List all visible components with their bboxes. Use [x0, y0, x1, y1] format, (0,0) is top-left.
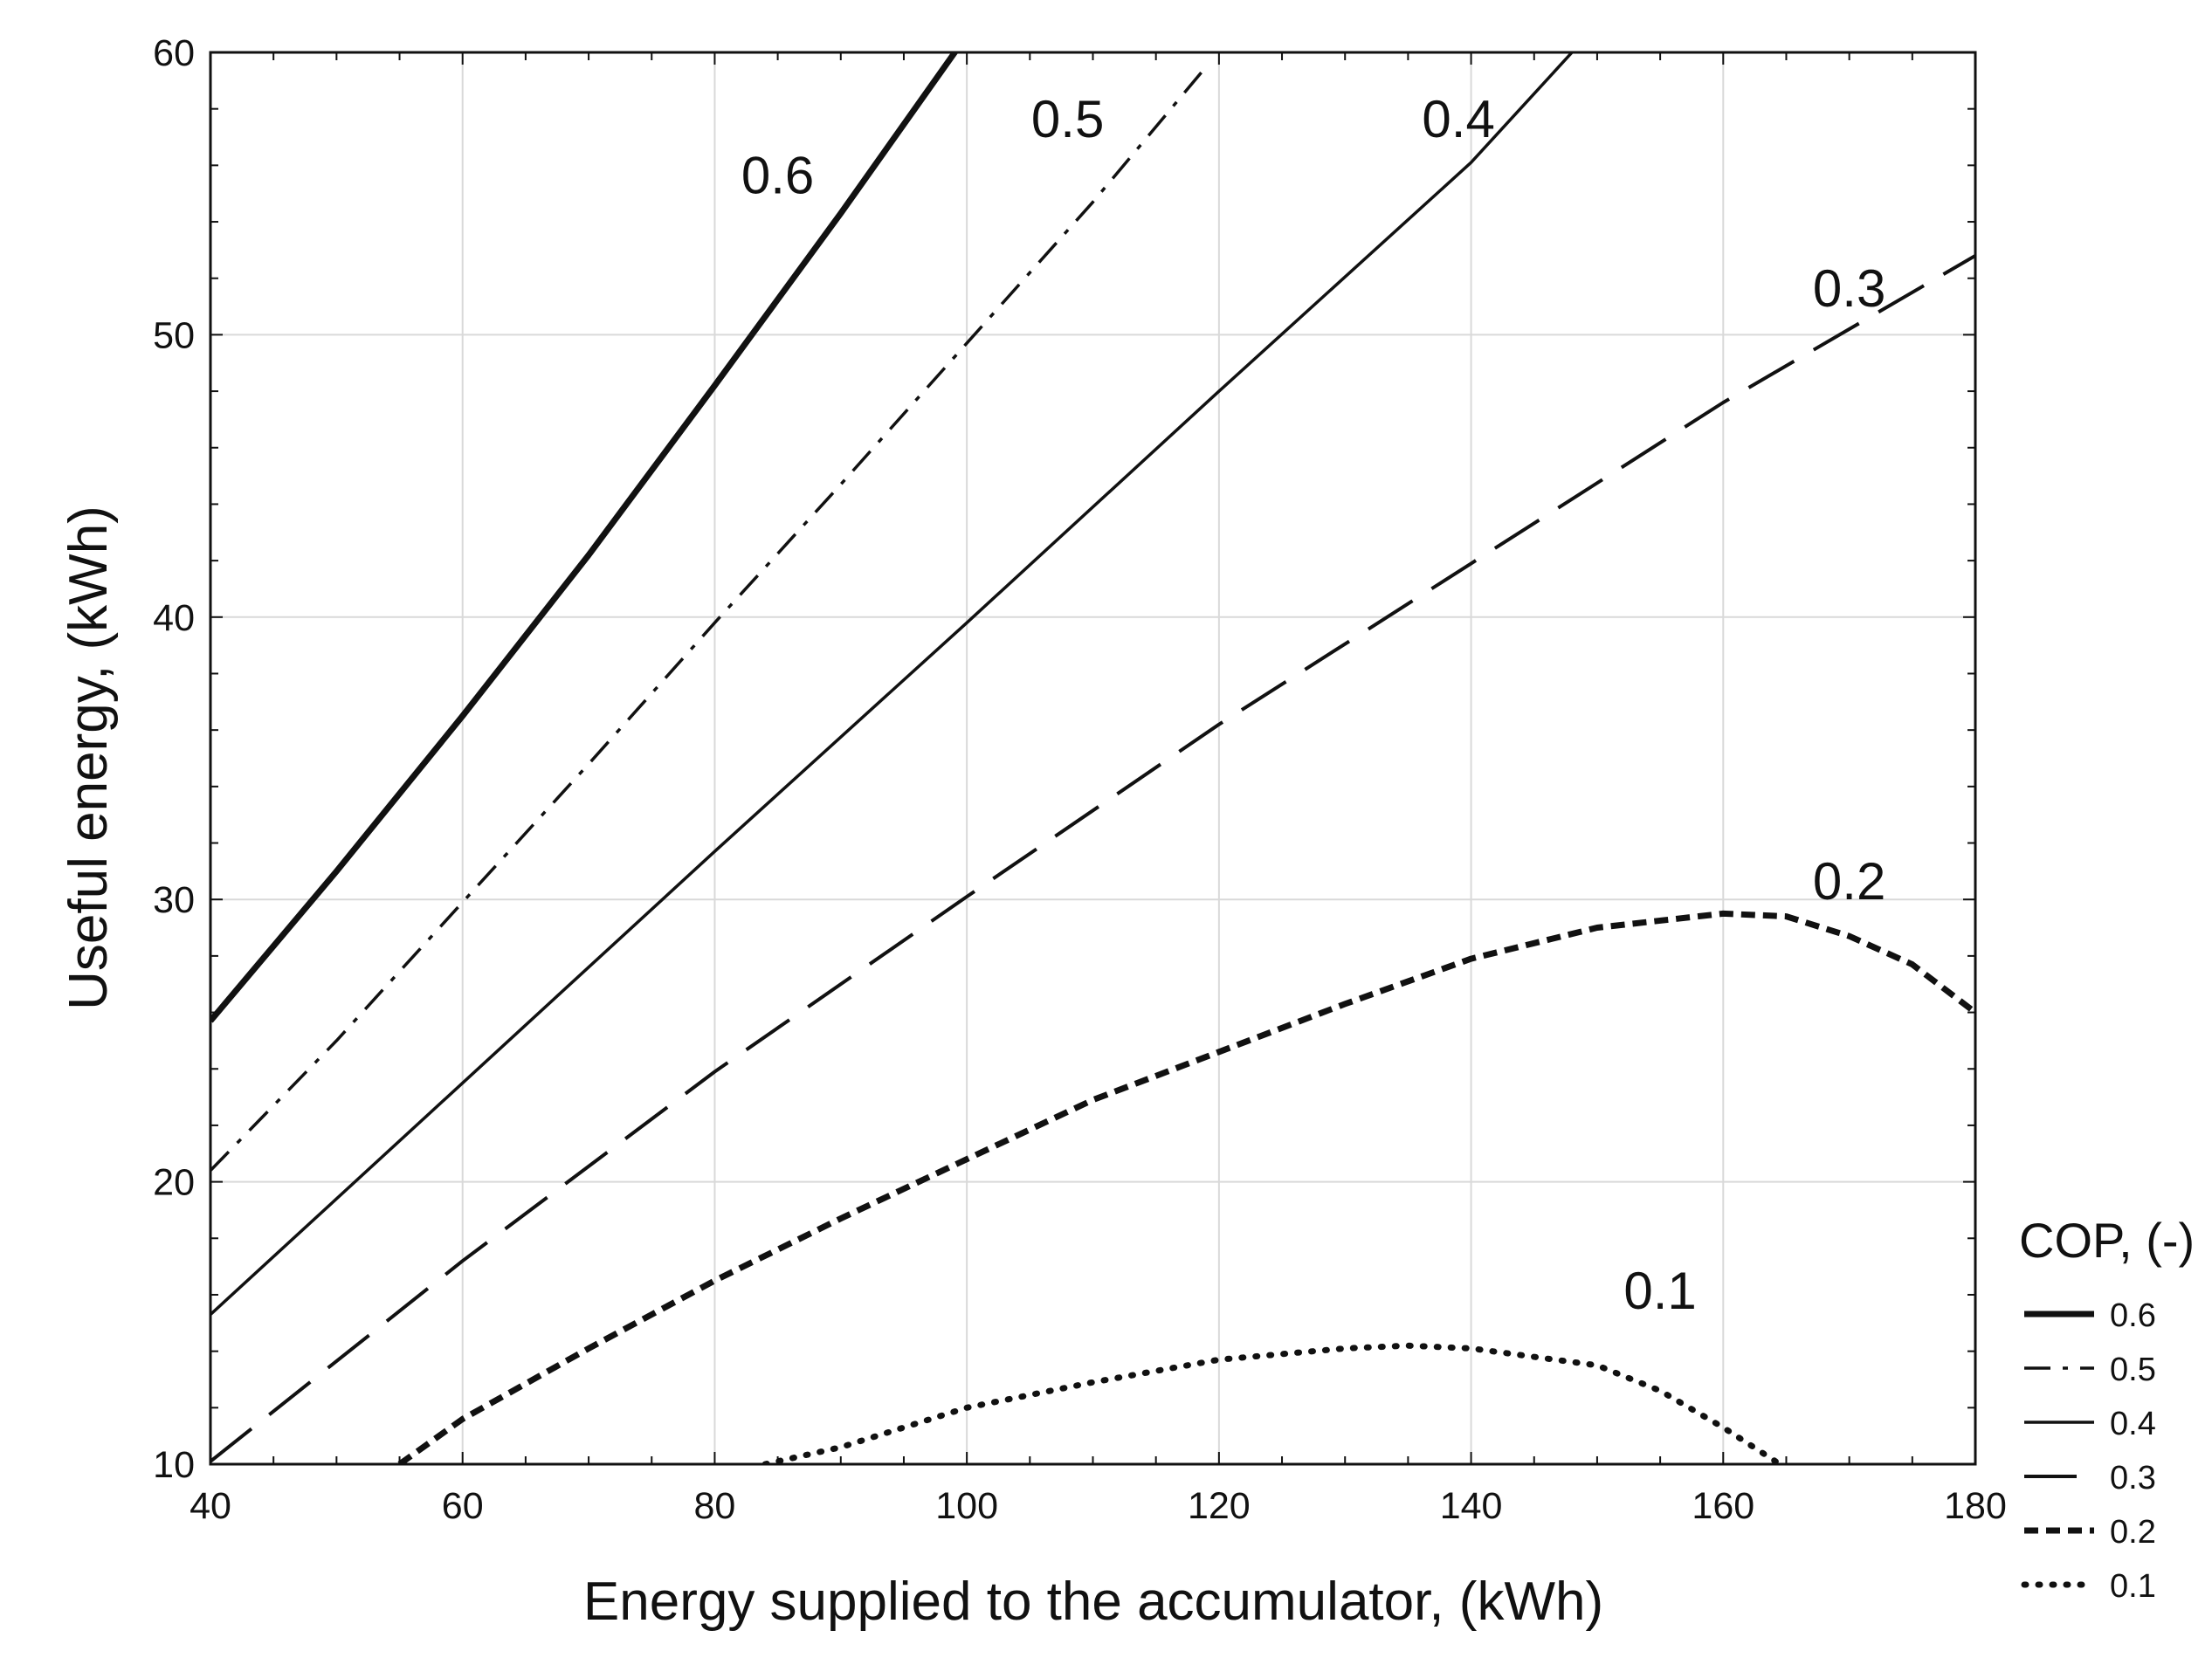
legend-label-cop-0.2: 0.2	[2110, 1514, 2156, 1551]
series-line-cop-0.6	[210, 52, 959, 1023]
legend-label-cop-0.6: 0.6	[2110, 1297, 2156, 1334]
legend-label-cop-0.3: 0.3	[2110, 1460, 2156, 1496]
y-tick-label: 40	[153, 597, 195, 639]
x-tick-label: 120	[1188, 1485, 1251, 1527]
series-line-cop-0.2	[397, 910, 1975, 1464]
legend: COP, (-) 0.6 0.5 0.4 0.3 0.2 0.1	[2019, 1213, 2195, 1605]
curve-label-cop-0.1: 0.1	[1623, 1262, 1696, 1320]
legend-title: COP, (-)	[2019, 1213, 2195, 1268]
series-line-cop-0.1	[761, 1342, 1783, 1464]
curve-label-cop-0.6: 0.6	[741, 147, 814, 205]
y-tick-label: 20	[153, 1162, 195, 1204]
ticks-layer: 40 60 80 100 120 140 160 180 10 20 30 40 50 60	[153, 32, 2007, 1527]
y-tick-label: 10	[153, 1444, 195, 1486]
curve-label-cop-0.4: 0.4	[1422, 90, 1494, 148]
series-line-cop-0.4	[210, 52, 1574, 1316]
x-tick-label: 40	[190, 1485, 231, 1527]
x-tick-label: 160	[1692, 1485, 1754, 1527]
x-tick-label: 60	[442, 1485, 484, 1527]
legend-label-cop-0.5: 0.5	[2110, 1352, 2156, 1388]
y-tick-label: 50	[153, 314, 195, 356]
curves-layer	[210, 52, 1975, 1464]
x-tick-label: 100	[935, 1485, 998, 1527]
curve-labels: 0.6 0.5 0.4 0.3 0.2 0.1	[741, 90, 1885, 1320]
legend-label-cop-0.1: 0.1	[2110, 1568, 2156, 1605]
curve-label-cop-0.5: 0.5	[1031, 90, 1104, 148]
x-tick-label: 140	[1440, 1485, 1503, 1527]
legend-label-cop-0.4: 0.4	[2110, 1406, 2156, 1442]
series-line-cop-0.3	[210, 254, 1975, 1463]
x-tick-label: 80	[694, 1485, 736, 1527]
series-line-cop-0.5	[210, 65, 1208, 1172]
y-axis-title: Useful energy, (kWh)	[59, 506, 119, 1010]
x-axis-title: Energy supplied to the accumulator, (kWh…	[583, 1572, 1603, 1632]
x-tick-label: 180	[1944, 1485, 2007, 1527]
y-tick-label: 30	[153, 879, 195, 921]
y-tick-label: 60	[153, 32, 195, 74]
curve-label-cop-0.2: 0.2	[1813, 852, 1885, 911]
curve-label-cop-0.3: 0.3	[1813, 259, 1885, 318]
